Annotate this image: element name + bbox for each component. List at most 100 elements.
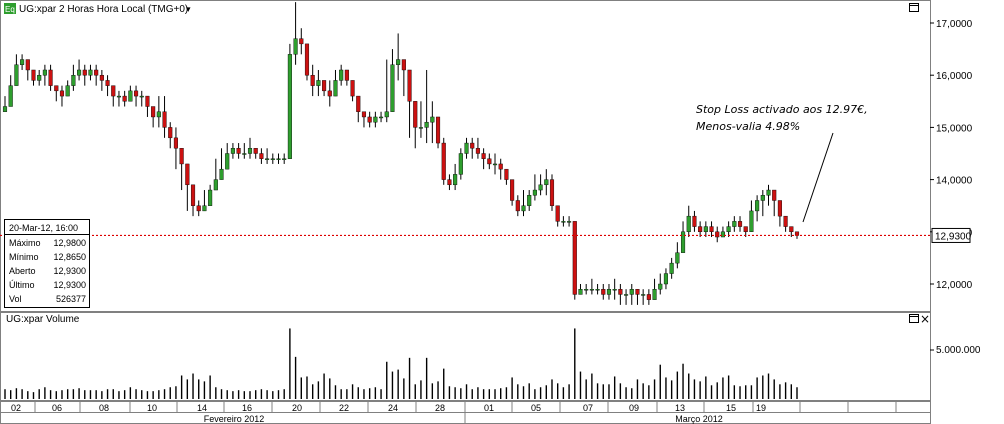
annotation-line-1: Stop Loss activado aos 12.97€, — [696, 103, 868, 116]
candle-body — [122, 95, 127, 102]
candle-body — [561, 221, 566, 223]
candle-body — [749, 210, 754, 232]
candle-body — [772, 189, 777, 201]
candle-body — [755, 200, 760, 212]
info-value-last: 12,9300 — [53, 280, 86, 290]
date-tick-label: 22 — [339, 403, 349, 413]
candle-body — [230, 148, 235, 154]
candle-body — [601, 289, 606, 295]
candle-body — [407, 69, 412, 102]
maximize-icon[interactable] — [909, 314, 919, 323]
candle-body — [14, 64, 19, 86]
candle-body — [464, 142, 469, 154]
candle-body — [492, 163, 498, 166]
candle-body — [447, 179, 452, 186]
chart-title-bar[interactable]: Eq UG:xpar 2 Horas Hora Local (TMG+0) ▾ — [4, 3, 191, 15]
candle-body — [151, 106, 156, 118]
candle-body — [595, 289, 600, 291]
price-tick-label: 17,0000 — [936, 19, 973, 30]
candle-body — [310, 74, 315, 86]
instrument-badge-text: Eq — [5, 5, 15, 14]
last-price-box — [931, 227, 971, 243]
candle-body — [299, 38, 304, 45]
candlestick-series — [2, 2, 800, 305]
date-tick-label: 02 — [11, 403, 21, 413]
candle-body — [453, 174, 458, 186]
close-icon[interactable]: × — [920, 312, 930, 326]
date-tick-label: 01 — [484, 403, 494, 413]
candle-body — [567, 221, 572, 223]
date-tick-label: 28 — [435, 403, 445, 413]
candle-body — [435, 116, 441, 144]
candle-body — [624, 294, 629, 296]
candle-body — [487, 158, 492, 165]
candle-body — [327, 90, 332, 97]
candle-body — [401, 59, 406, 71]
candle-body — [111, 85, 116, 97]
candle-body — [77, 69, 82, 76]
candle-body — [584, 289, 589, 291]
candle-body — [675, 252, 680, 264]
candle-body — [612, 289, 617, 291]
candle-body — [458, 153, 463, 175]
candle-body — [242, 153, 247, 155]
candle-body — [316, 80, 321, 86]
candle-body — [783, 215, 788, 227]
candle-body — [339, 69, 344, 81]
candle-body — [589, 289, 594, 291]
candle-body — [82, 69, 87, 76]
info-box-date: 20-Mar-12, 16:00 — [9, 223, 78, 233]
candle-body — [105, 80, 110, 86]
candle-body — [31, 69, 36, 81]
candle-body — [145, 95, 150, 107]
month-label: Fevereiro 2012 — [204, 414, 265, 424]
candle-body — [572, 221, 577, 295]
date-axis: 02 06 08 10 14 16 20 22 24 28 01 05 07 09 13 15 19 Fevere… — [11, 402, 897, 424]
candle-body — [350, 80, 355, 97]
candle-body — [715, 231, 720, 238]
candle-body — [99, 74, 104, 81]
candle-body — [247, 148, 253, 154]
candle-body — [213, 179, 218, 191]
last-price-label: 12,9300 — [931, 227, 972, 243]
info-box: 20-Mar-12, 16:00 Máximo 12,9800 Mínimo 1… — [4, 219, 90, 308]
info-value-open: 12,9300 — [53, 266, 86, 276]
month-label: Março 2012 — [675, 414, 723, 424]
date-tick-label: 06 — [52, 403, 62, 413]
maximize-icon[interactable] — [909, 3, 919, 12]
candle-body — [698, 226, 703, 233]
date-tick-label: 20 — [292, 403, 302, 413]
candle-body — [720, 231, 725, 238]
candle-body — [760, 195, 765, 201]
info-label-min: Mínimo — [9, 252, 39, 262]
candle-body — [356, 95, 361, 112]
candle-body — [789, 226, 794, 233]
candle-body — [578, 289, 583, 295]
candle-body — [156, 111, 161, 118]
candle-body — [475, 148, 480, 154]
candle-body — [190, 184, 196, 206]
date-tick-label: 09 — [629, 403, 639, 413]
candle-body — [173, 137, 178, 149]
date-tick-label: 13 — [675, 403, 685, 413]
date-tick-label: 15 — [726, 403, 736, 413]
candle-body — [726, 226, 731, 233]
candle-body — [658, 283, 663, 290]
candle-body — [293, 38, 298, 55]
chart-title[interactable]: UG:xpar 2 Horas Hora Local (TMG+0) — [19, 4, 188, 15]
candle-body — [282, 158, 287, 160]
candle-body — [88, 69, 93, 76]
candle-body — [59, 90, 65, 97]
candle-body — [287, 54, 292, 159]
candle-body — [498, 163, 503, 170]
date-tick-label: 14 — [197, 403, 207, 413]
candle-body — [777, 200, 782, 217]
candle-body — [367, 116, 372, 123]
candle-body — [686, 215, 691, 232]
volume-tick-label: 5.000.000 — [936, 345, 981, 356]
candle-body — [635, 289, 640, 295]
candle-body — [2, 106, 8, 112]
candle-body — [133, 90, 139, 97]
candle-body — [65, 85, 70, 97]
title-dropdown-icon[interactable]: ▾ — [186, 4, 191, 14]
